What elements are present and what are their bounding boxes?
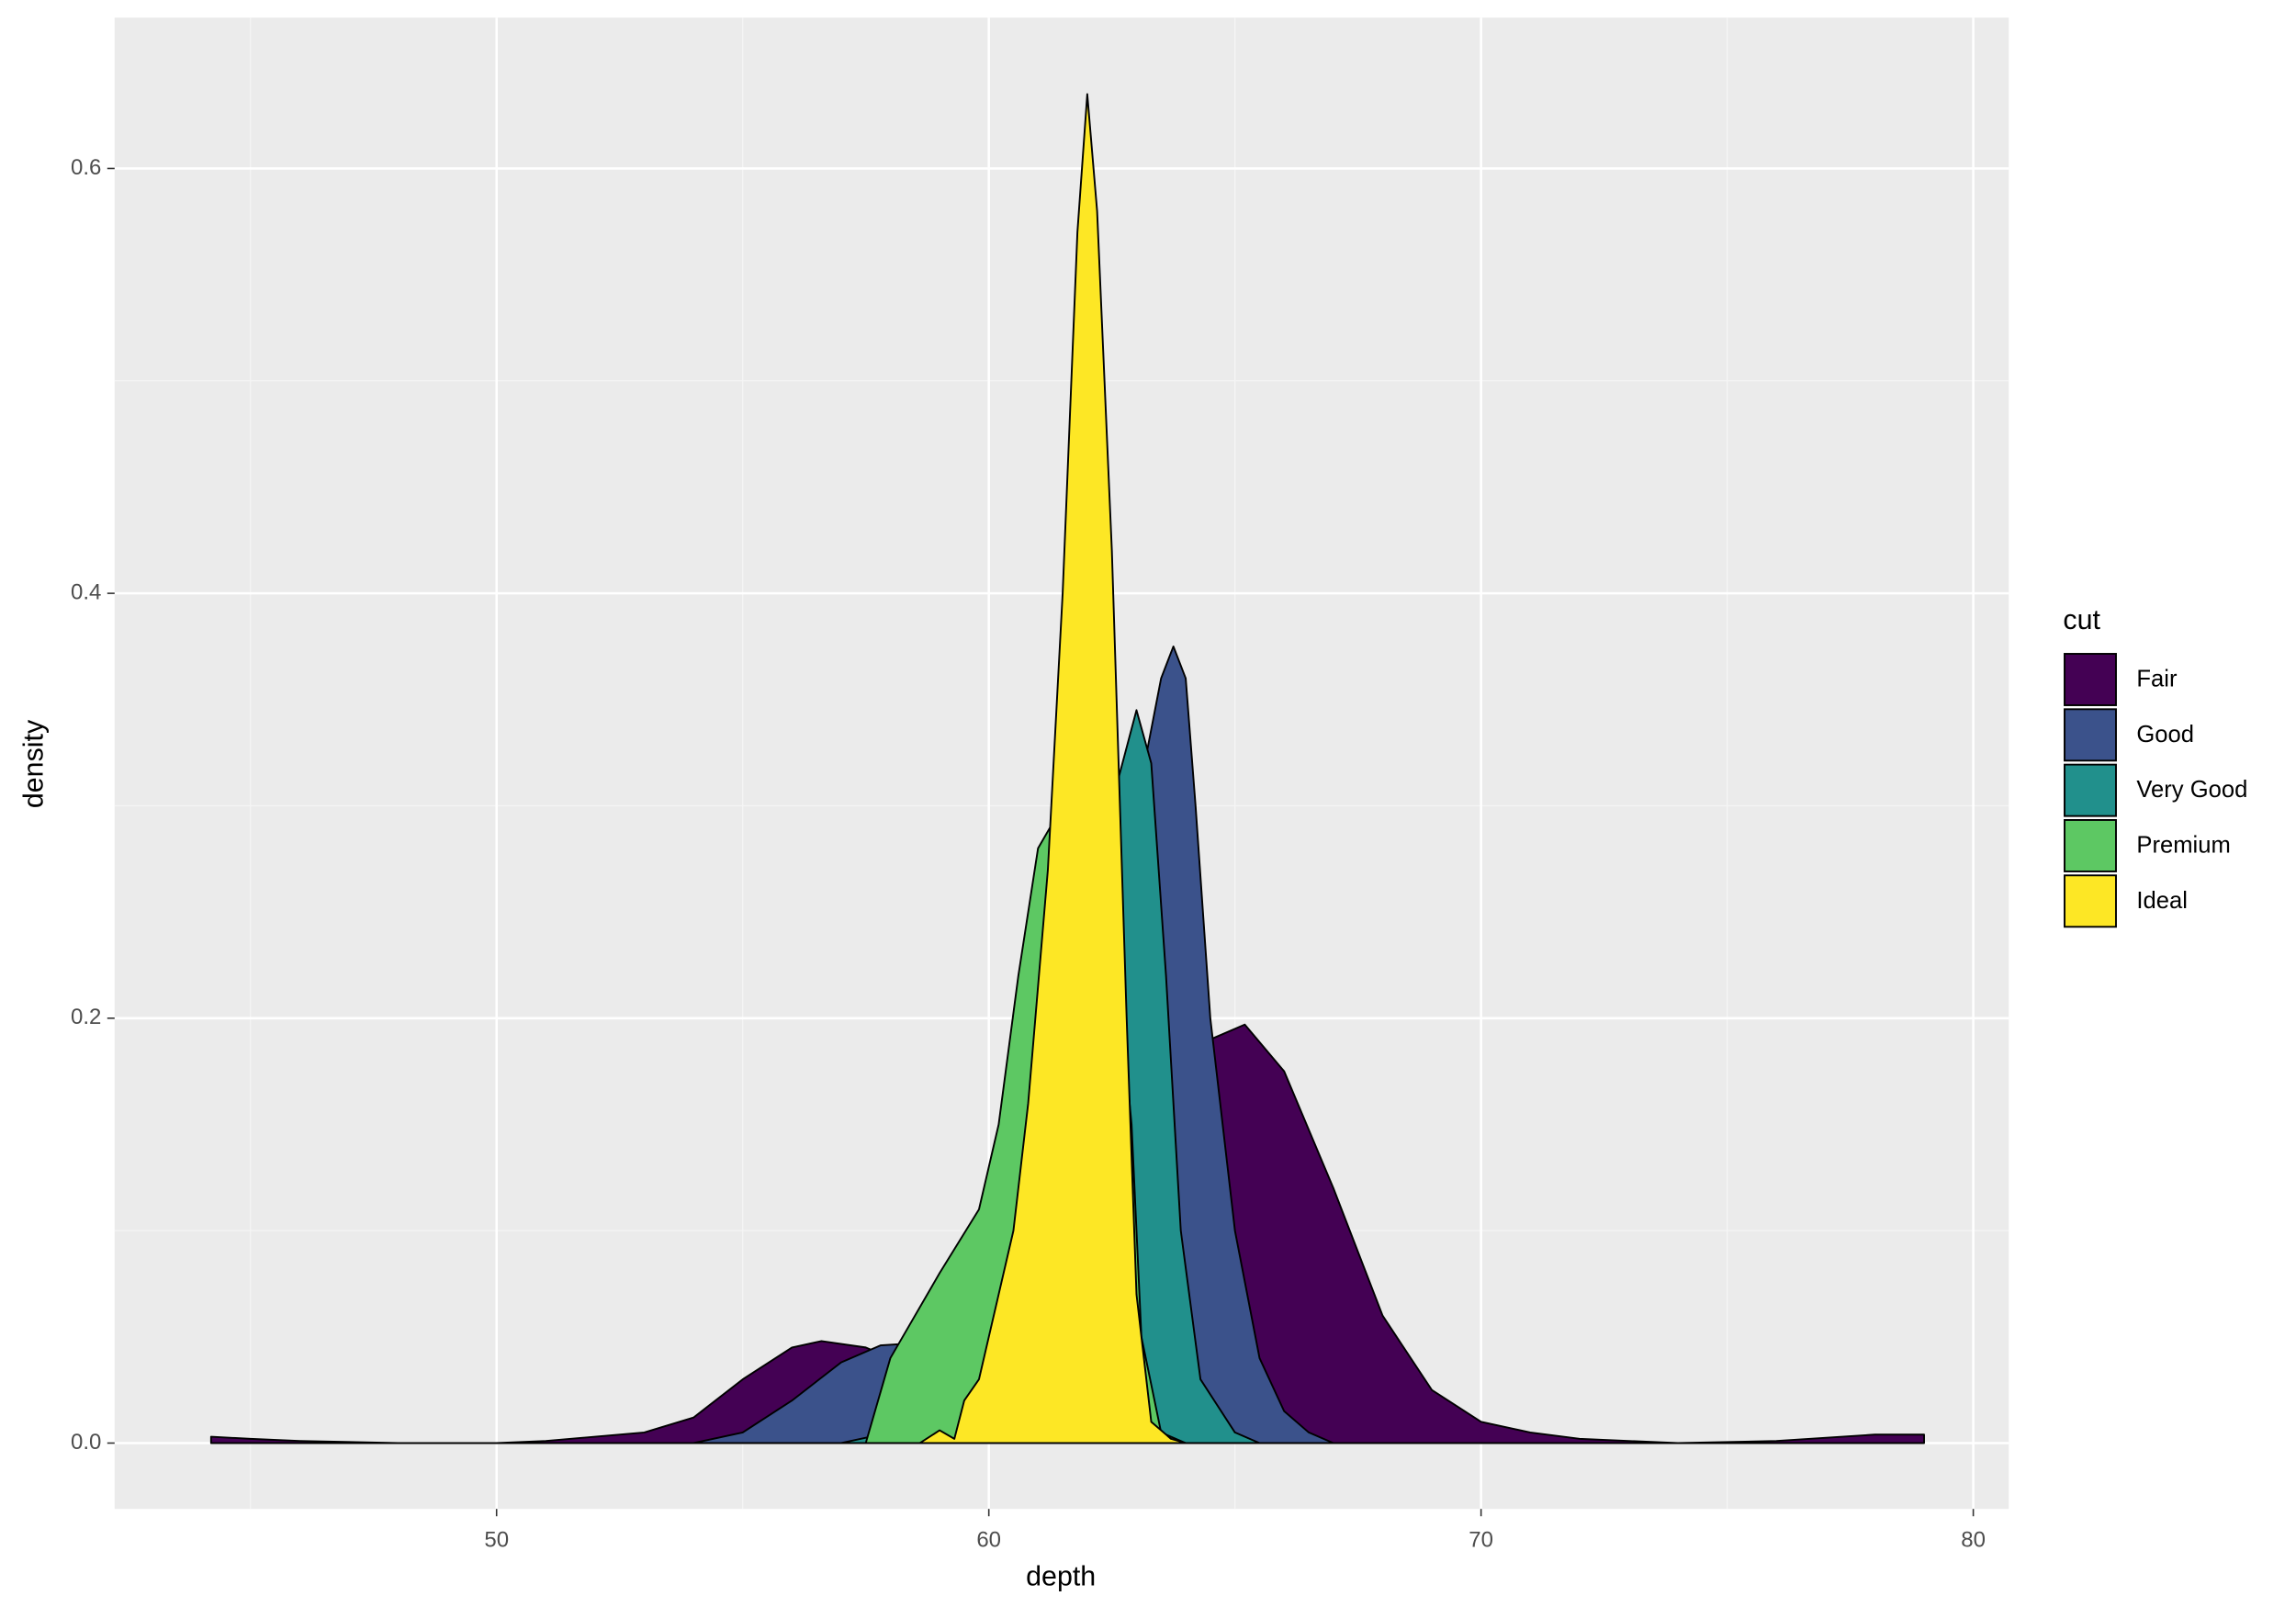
density-area (918, 93, 1187, 1444)
axes: 50 60 70 80 0.0 0.2 0.4 0.6 (71, 155, 1986, 1553)
grid (114, 17, 2009, 1510)
legend-label: Premium (2136, 833, 2230, 859)
legend-label: Fair (2136, 667, 2178, 692)
y-tick-label: 0.0 (71, 1430, 101, 1455)
legend: Fair Good Very Good Premium Ideal (2064, 653, 2247, 928)
legend-label: Ideal (2136, 888, 2188, 914)
legend-swatch (2064, 708, 2117, 762)
y-tick-label: 0.6 (71, 155, 101, 180)
x-tick-label: 80 (1961, 1528, 1986, 1553)
x-tick-label: 50 (484, 1528, 509, 1553)
legend-swatch (2064, 874, 2117, 928)
legend-swatch (2064, 818, 2117, 872)
legend-swatch (2064, 653, 2117, 706)
legend-label: Good (2136, 722, 2194, 747)
x-tick-label: 60 (976, 1528, 1001, 1553)
x-axis-title: depth (1026, 1560, 1096, 1591)
y-tick-label: 0.2 (71, 1005, 101, 1029)
areas (209, 93, 1925, 1444)
x-tick-label: 70 (1469, 1528, 1493, 1553)
legend-label: Very Good (2136, 777, 2247, 803)
legend-swatch (2064, 763, 2117, 817)
y-tick-label: 0.4 (71, 579, 101, 604)
y-axis-title: density (17, 719, 49, 808)
legend-title: cut (2063, 604, 2100, 635)
